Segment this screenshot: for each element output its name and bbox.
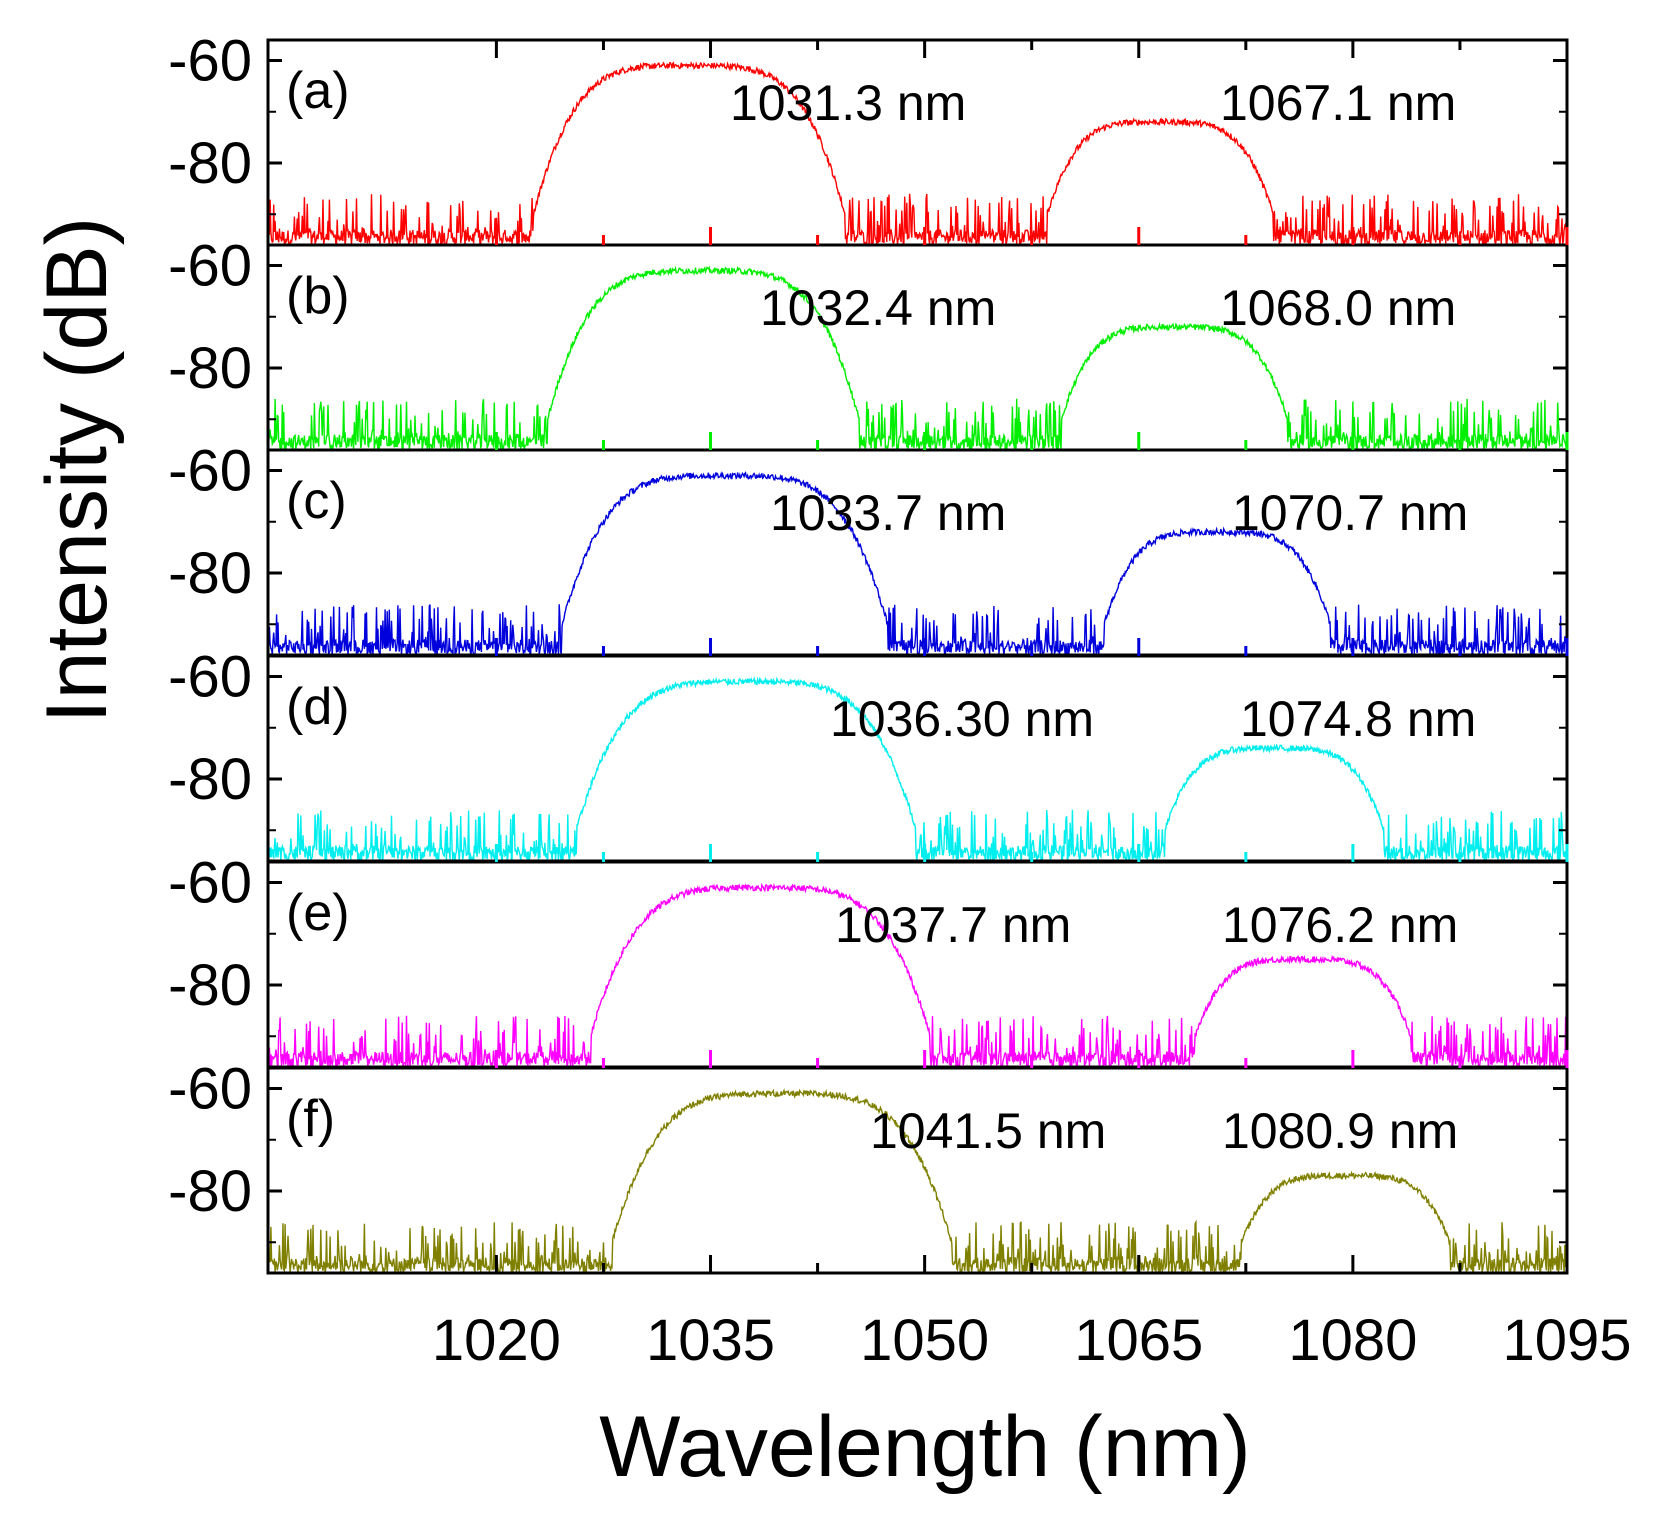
peak-annotation: 1032.4 nm (760, 280, 996, 336)
x-tick-label: 1050 (860, 1308, 989, 1373)
peak-annotation: 1068.0 nm (1220, 280, 1456, 336)
panel-1: -60 -80 (a) 1031.3 nm 1067.1 nm (168, 29, 1569, 247)
panel-frame (266, 860, 1569, 1069)
y-tick-label: -60 (168, 1057, 252, 1122)
y-tick-label: -80 (168, 747, 252, 812)
panel-label: (f) (286, 1090, 335, 1148)
peak-annotation: 1041.5 nm (870, 1103, 1106, 1159)
y-tick-label: -60 (168, 234, 252, 299)
panel-label: (b) (286, 267, 350, 325)
panel-label: (a) (286, 62, 350, 120)
panel-6: -60 -80 (f) 1041.5 nm 1080.9 nm (168, 1050, 1569, 1275)
x-tick-label: 1095 (1502, 1308, 1631, 1373)
x-tick-label: 1065 (1074, 1308, 1203, 1373)
y-axis-title: Intensity (dB) (29, 217, 125, 724)
spectrum-line-1 (268, 60, 1567, 245)
peak-annotation: 1070.7 nm (1232, 485, 1468, 541)
peak-annotation: 1074.8 nm (1240, 691, 1476, 747)
panel-5: -60 -80 (e) 1037.7 nm 1076.2 nm (168, 844, 1569, 1069)
panel-4: -60 -80 (d) 1036.30 nm 1074.8 nm (168, 638, 1569, 863)
peak-annotation: 1080.9 nm (1222, 1103, 1458, 1159)
spectrum-line-5 (268, 882, 1567, 1067)
spectrum-line-4 (268, 676, 1567, 861)
panels: -60 -80 (a) 1031.3 nm 1067.1 nm -60 -80 (b) 1032… (168, 29, 1569, 1275)
y-tick-label: -60 (168, 439, 252, 504)
y-tick-label: -60 (168, 851, 252, 916)
panel-frame (266, 654, 1569, 863)
y-tick-label: -80 (168, 541, 252, 606)
panel-label: (d) (286, 678, 350, 736)
peak-annotation: 1037.7 nm (835, 897, 1071, 953)
y-tick-label: -60 (168, 29, 252, 94)
y-tick-label: -80 (168, 131, 252, 196)
y-tick-label: -80 (168, 953, 252, 1018)
panel-3: -60 -80 (c) 1033.7 nm 1070.7 nm (168, 432, 1569, 657)
spectrum-line-6 (268, 1088, 1567, 1273)
peak-annotation: 1076.2 nm (1222, 897, 1458, 953)
spectrum-line-2 (268, 265, 1567, 450)
x-axis-title: Wavelength (nm) (599, 1399, 1251, 1495)
peak-annotation: 1067.1 nm (1220, 75, 1456, 131)
x-tick-label: 1035 (646, 1308, 775, 1373)
y-tick-label: -80 (168, 336, 252, 401)
panel-label: (e) (286, 884, 350, 942)
peak-annotation: 1036.30 nm (830, 691, 1094, 747)
x-tick-label: 1080 (1288, 1308, 1417, 1373)
peak-annotation: 1031.3 nm (730, 75, 966, 131)
x-tick-label: 1020 (432, 1308, 561, 1373)
panel-frame (266, 1066, 1569, 1275)
y-tick-label: -60 (168, 645, 252, 710)
peak-annotation: 1033.7 nm (770, 485, 1006, 541)
spectrum-line-3 (268, 471, 1567, 655)
panel-2: -60 -80 (b) 1032.4 nm 1068.0 nm (168, 227, 1569, 452)
x-axis: 1020 1035 1050 1065 1080 1095 (432, 1255, 1632, 1373)
panel-label: (c) (286, 472, 347, 530)
y-tick-label: -80 (168, 1159, 252, 1224)
